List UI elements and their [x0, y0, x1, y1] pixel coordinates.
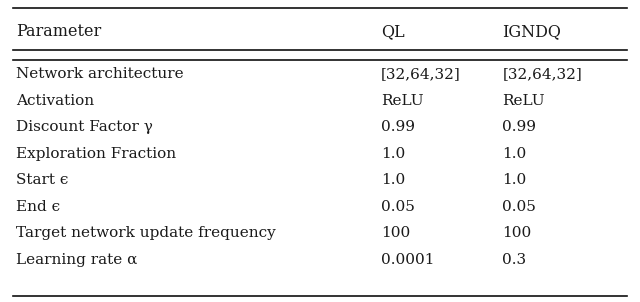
Text: 0.0001: 0.0001	[381, 253, 435, 267]
Text: 0.05: 0.05	[381, 200, 415, 214]
Text: Parameter: Parameter	[16, 23, 101, 40]
Text: Network architecture: Network architecture	[16, 67, 184, 81]
Text: 0.3: 0.3	[502, 253, 527, 267]
Text: IGNDQ: IGNDQ	[502, 23, 561, 40]
Text: [32,64,32]: [32,64,32]	[502, 67, 582, 81]
Text: 0.99: 0.99	[381, 120, 415, 134]
Text: 1.0: 1.0	[502, 147, 527, 161]
Text: Activation: Activation	[16, 94, 94, 108]
Text: Discount Factor γ: Discount Factor γ	[16, 120, 153, 134]
Text: Exploration Fraction: Exploration Fraction	[16, 147, 176, 161]
Text: Target network update frequency: Target network update frequency	[16, 226, 276, 240]
Text: Start ϵ: Start ϵ	[16, 173, 68, 187]
Text: ReLU: ReLU	[502, 94, 545, 108]
Text: QL: QL	[381, 23, 404, 40]
Text: 1.0: 1.0	[502, 173, 527, 187]
Text: 100: 100	[381, 226, 410, 240]
Text: [32,64,32]: [32,64,32]	[381, 67, 461, 81]
Text: 100: 100	[502, 226, 532, 240]
Text: 0.99: 0.99	[502, 120, 536, 134]
Text: 1.0: 1.0	[381, 173, 405, 187]
Text: ReLU: ReLU	[381, 94, 424, 108]
Text: End ϵ: End ϵ	[16, 200, 60, 214]
Text: Learning rate α: Learning rate α	[16, 253, 138, 267]
Text: 0.05: 0.05	[502, 200, 536, 214]
Text: 1.0: 1.0	[381, 147, 405, 161]
